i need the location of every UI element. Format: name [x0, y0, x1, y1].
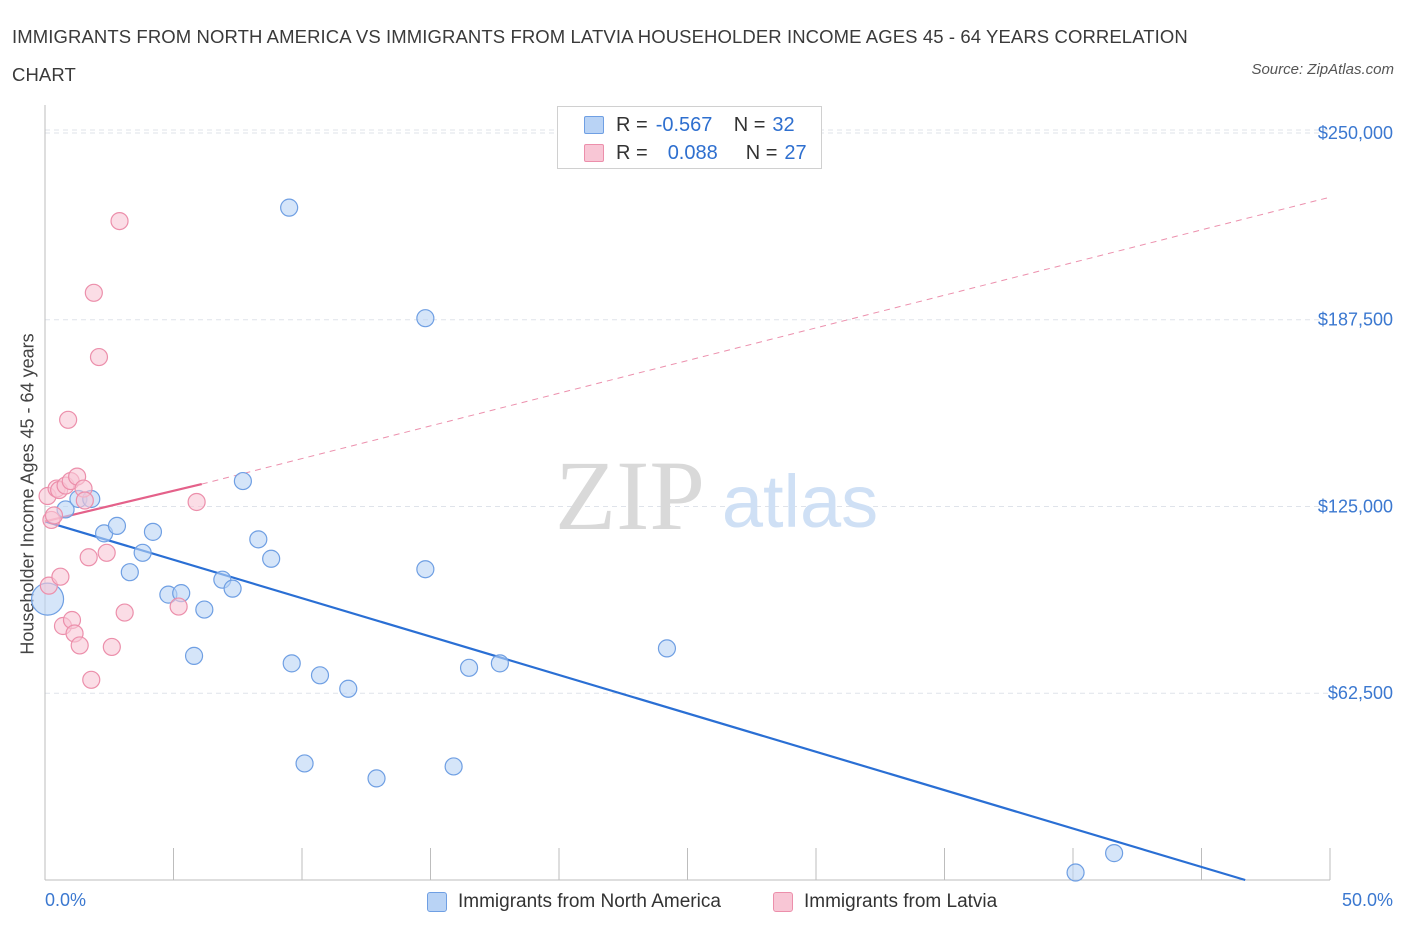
- latvia-point: [44, 506, 64, 525]
- data-points: [30, 198, 1124, 882]
- north-america-point: [490, 654, 509, 673]
- north-america-point: [657, 639, 677, 658]
- north-america-point: [310, 666, 330, 685]
- north-america-point: [184, 646, 204, 665]
- bottom-legend-label: Immigrants from North America: [458, 891, 721, 912]
- north-america-point: [107, 516, 127, 535]
- legend-row-latvia: R = 0.088 N = 27: [584, 140, 807, 166]
- bottom-legend-latvia: Immigrants from Latvia: [773, 888, 997, 916]
- legend-r-value: -0.567: [655, 113, 713, 136]
- chart-title: IMMIGRANTS FROM NORTH AMERICA VS IMMIGRA…: [12, 26, 1188, 85]
- legend-r-label: R =: [616, 113, 648, 136]
- north-america-point: [195, 600, 214, 619]
- north-america-point: [120, 563, 139, 582]
- grid-lines: [45, 129, 1330, 694]
- watermark: ZIP atlas: [555, 440, 878, 551]
- north-america-point: [249, 530, 268, 549]
- correlation-legend: R = -0.567 N = 32 R = 0.088 N = 27: [557, 106, 822, 169]
- y-tick-label: $250,000: [1318, 123, 1393, 143]
- legend-r-label: R =: [616, 141, 648, 164]
- legend-row-north-america: R = -0.567 N = 32: [584, 112, 795, 138]
- north-america-point: [416, 560, 435, 579]
- latvia-point: [82, 670, 101, 689]
- y-tick-label: $62,500: [1328, 683, 1393, 703]
- north-america-point: [143, 522, 163, 541]
- north-america-point: [280, 198, 299, 217]
- latvia-point: [187, 492, 206, 512]
- y-tick-label: $187,500: [1318, 310, 1393, 330]
- north-america-point: [459, 658, 479, 677]
- bottom-legend-swatch-blue: [427, 892, 447, 912]
- north-america-point: [223, 579, 242, 598]
- y-tick-labels: $62,500 $125,000 $187,500 $250,000: [1318, 123, 1393, 703]
- north-america-point: [444, 757, 463, 776]
- latvia-point: [110, 211, 129, 231]
- x-tick-label-min: 0.0%: [45, 890, 87, 910]
- north-america-point: [339, 679, 358, 698]
- legend-n-value: 27: [784, 141, 807, 164]
- x-tick-label-max: 50.0%: [1341, 890, 1393, 910]
- legend-n-label: N =: [745, 141, 778, 164]
- latvia-point: [70, 636, 89, 655]
- legend-r-value: 0.088: [667, 141, 718, 164]
- north-america-point: [133, 543, 152, 562]
- latvia-point: [84, 283, 103, 302]
- chart-source: Source: ZipAtlas.com: [1251, 61, 1394, 78]
- latvia-point: [169, 597, 188, 616]
- north-america-point: [295, 754, 314, 773]
- latvia-trend-extension: [201, 196, 1331, 485]
- latvia-point: [97, 543, 116, 562]
- legend-n-label: N =: [733, 113, 766, 136]
- watermark-atlas: atlas: [722, 460, 878, 543]
- legend-swatch-pink: [584, 144, 604, 162]
- north-america-point: [1105, 844, 1124, 863]
- latvia-point: [59, 410, 78, 429]
- latvia-point: [51, 567, 70, 586]
- north-america-trend-line: [44, 520, 1246, 882]
- north-america-point: [233, 471, 252, 491]
- bottom-legend-north-america: Immigrants from North America: [427, 888, 721, 916]
- legend-n-value: 32: [772, 113, 795, 136]
- north-america-point: [282, 654, 301, 673]
- bottom-legend-label: Immigrants from Latvia: [804, 891, 998, 912]
- legend-swatch-blue: [584, 116, 604, 134]
- north-america-point: [262, 549, 281, 568]
- watermark-zip: ZIP: [555, 440, 705, 551]
- latvia-point: [75, 491, 94, 510]
- latvia-point: [102, 637, 121, 657]
- latvia-point: [79, 548, 98, 567]
- north-america-point: [1066, 863, 1085, 882]
- latvia-point: [115, 603, 134, 622]
- bottom-legend-swatch-pink: [773, 892, 793, 912]
- north-america-point: [367, 769, 386, 788]
- y-tick-label: $125,000: [1318, 496, 1393, 516]
- latvia-point: [89, 347, 109, 367]
- north-america-point: [416, 309, 435, 328]
